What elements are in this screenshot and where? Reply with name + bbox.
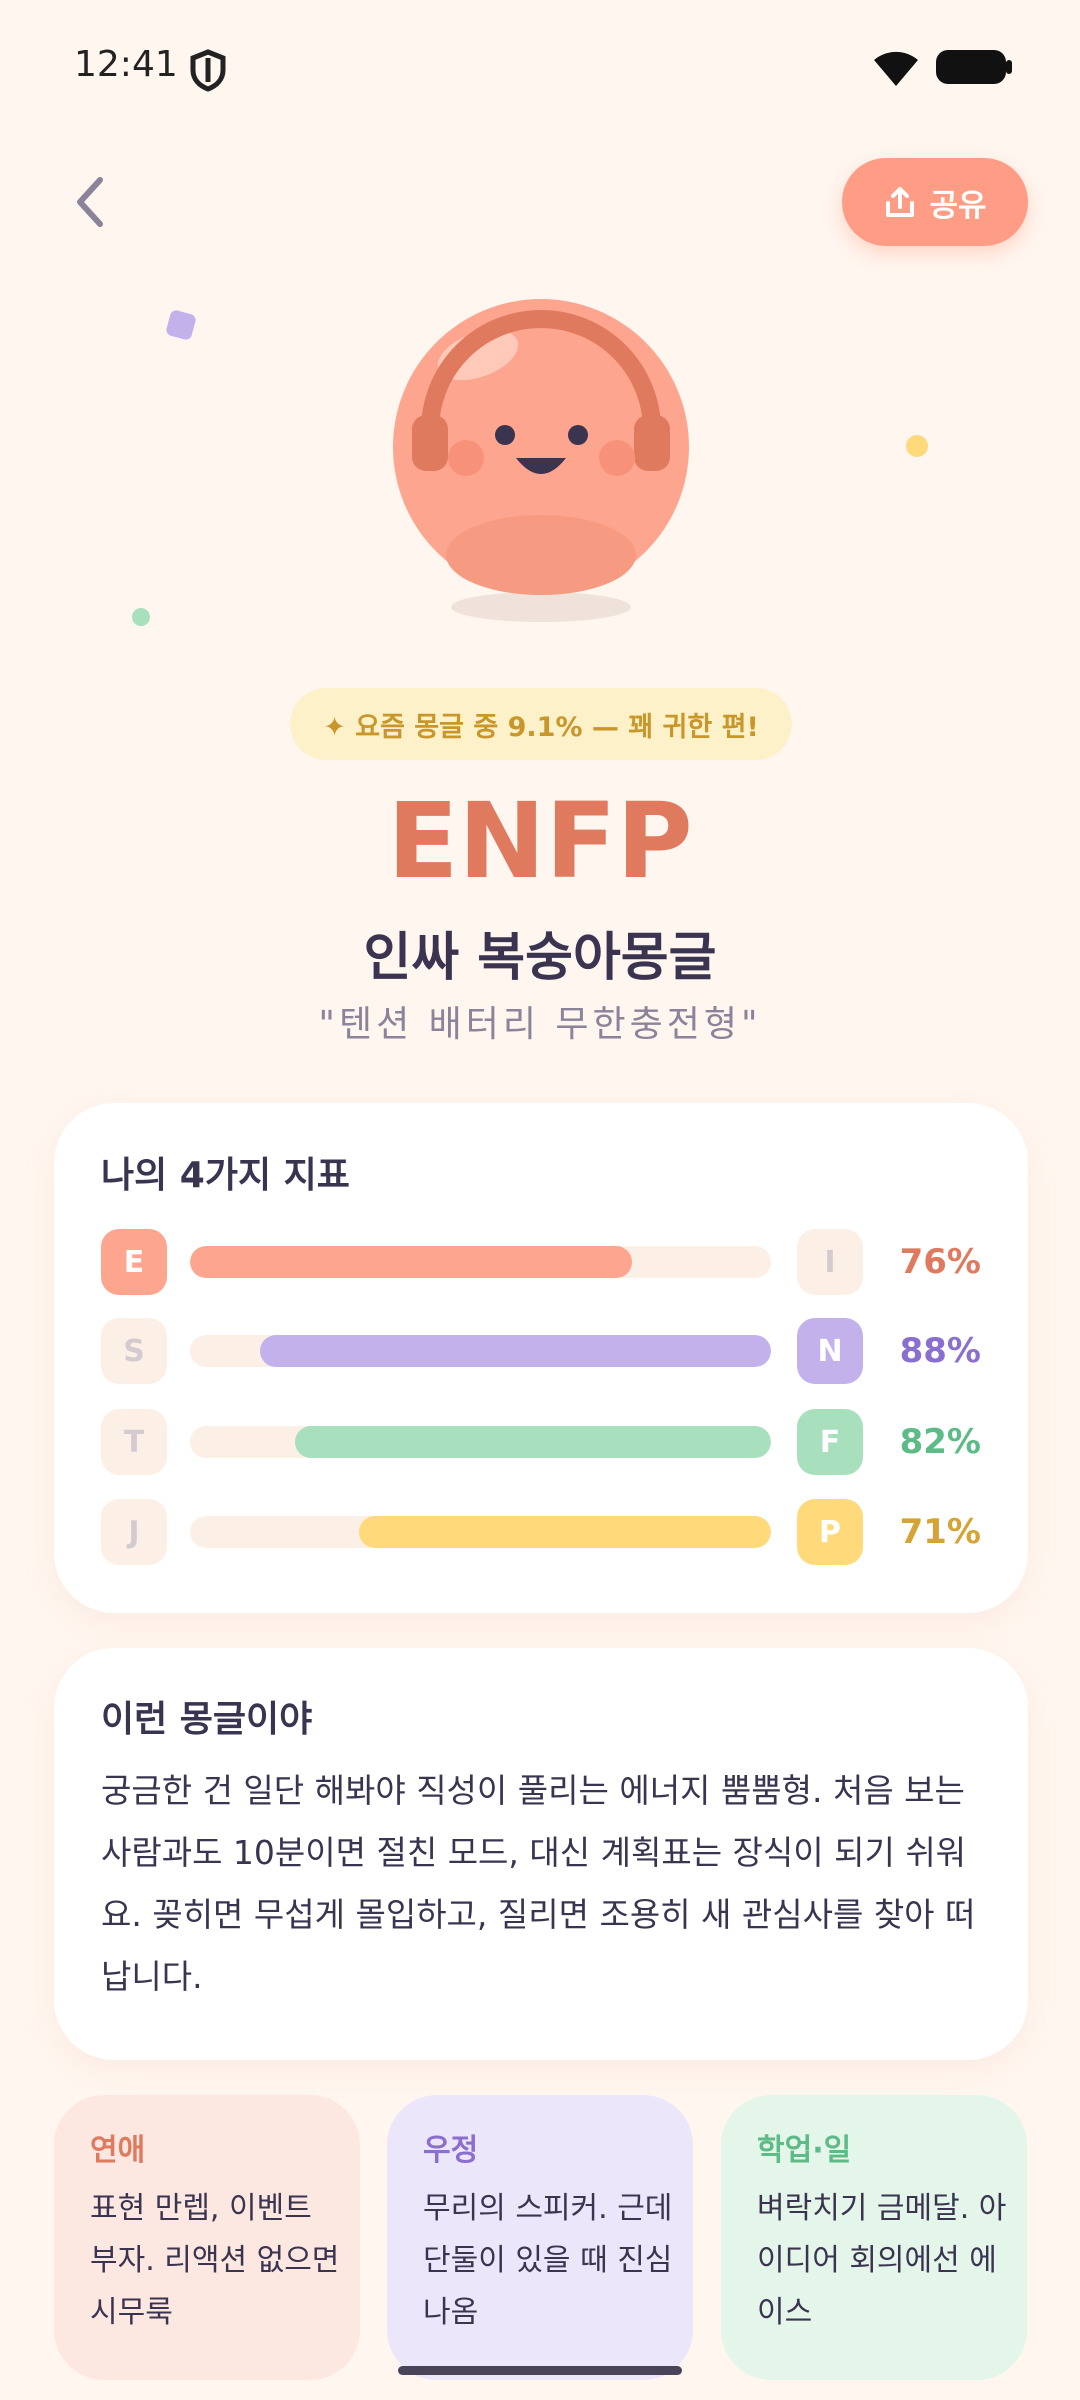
share-label: 공유 (929, 187, 987, 224)
indicator-track (190, 1246, 771, 1278)
indicator-bar (358, 1516, 771, 1548)
battery-tip (1006, 60, 1012, 74)
right-letter: F (797, 1409, 863, 1475)
description-title: 이런 몽글이야 (101, 1699, 313, 1740)
tagline: "텐션 배터리 무한충전형" (318, 1004, 762, 1045)
indicator-title: 나의 4가지 지표 (101, 1155, 350, 1196)
indicator-percent: 71% (899, 1512, 981, 1552)
right-letter: I (797, 1229, 863, 1295)
share-button[interactable]: 공유 (842, 158, 1028, 246)
shield-icon (190, 49, 226, 92)
trait-title: 연애 (90, 2133, 146, 2168)
trait-title: 우정 (423, 2133, 479, 2168)
left-letter: T (101, 1409, 167, 1475)
indicator-row: J P 71% (101, 1499, 981, 1565)
indicator-row: E I 76% (101, 1229, 981, 1295)
status-time: 12:41 (74, 44, 178, 85)
mascot-illustration (132, 299, 928, 626)
description-card (54, 1648, 1028, 2060)
indicator-percent: 76% (899, 1242, 981, 1282)
mbti-type: ENFP (387, 780, 693, 902)
left-letter: S (101, 1318, 167, 1384)
rarity-badge: ✦ 요즘 몽글 중 9.1% — 꽤 귀한 편! (290, 688, 792, 760)
trait-title: 학업·일 (757, 2133, 852, 2168)
wifi-icon (874, 51, 918, 86)
trait-body: 무리의 스피커. 근데 단둘이 있을 때 진심 나옴 (423, 2191, 673, 2330)
trait-body: 벼락치기 금메달. 아이디어 회의에선 에이스 (757, 2191, 1007, 2330)
indicator-bar (259, 1335, 771, 1367)
share-icon (886, 187, 915, 217)
left-letter: E (101, 1229, 167, 1295)
indicator-percent: 82% (899, 1422, 981, 1462)
indicator-track (190, 1426, 771, 1458)
indicator-bar (190, 1246, 632, 1278)
home-indicator (398, 2366, 682, 2375)
indicator-track (190, 1335, 771, 1367)
battery-icon (936, 50, 1006, 84)
indicator-row: T F 82% (101, 1409, 981, 1475)
character-name: 인싸 복숭아몽글 (363, 928, 717, 988)
indicator-percent: 88% (899, 1331, 981, 1371)
indicator-track (190, 1516, 771, 1548)
left-letter: J (101, 1499, 167, 1565)
right-letter: P (797, 1499, 863, 1565)
indicator-bar (294, 1426, 771, 1458)
indicator-row: S N 88% (101, 1318, 981, 1384)
right-letter: N (797, 1318, 863, 1384)
trait-body: 표현 만렙, 이벤트 부자. 리액션 없으면 시무룩 (90, 2191, 340, 2330)
description-body: 궁금한 건 일단 해봐야 직성이 풀리는 에너지 뿜뿜형. 처음 보는 사람과도… (101, 1771, 976, 1996)
back-button[interactable] (70, 174, 110, 230)
